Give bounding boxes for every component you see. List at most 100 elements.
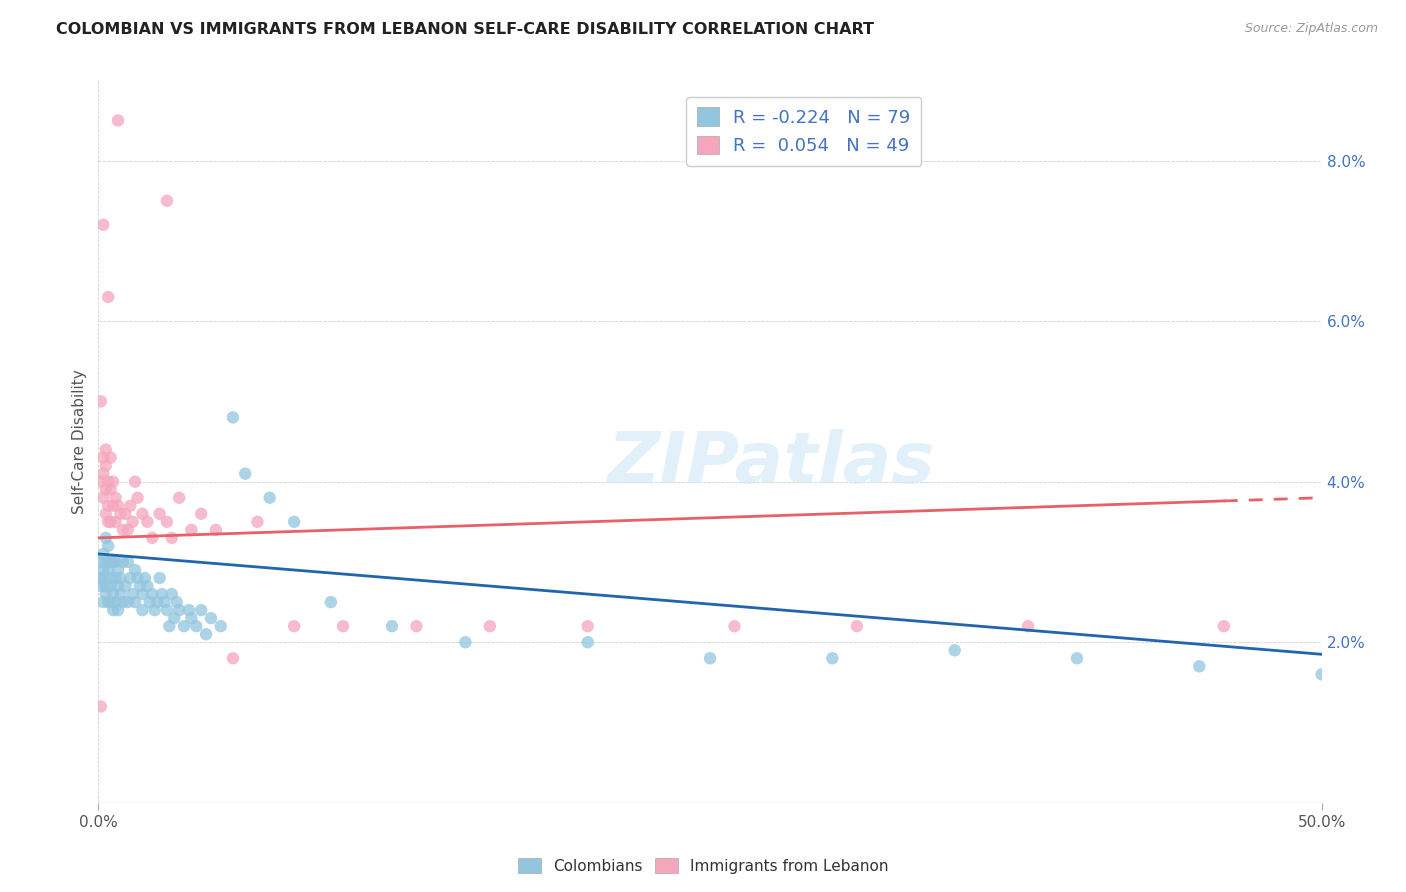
Point <box>163 611 186 625</box>
Point <box>117 555 139 569</box>
Point <box>90 555 112 569</box>
Point <box>97 539 120 553</box>
Point <box>101 499 124 513</box>
Point <box>259 491 281 505</box>
Point <box>100 579 122 593</box>
Point <box>120 571 142 585</box>
Point <box>160 587 183 601</box>
Point <box>332 619 354 633</box>
Text: Source: ZipAtlas.com: Source: ZipAtlas.com <box>1244 22 1378 36</box>
Point <box>107 563 129 577</box>
Point <box>91 563 114 577</box>
Point <box>131 603 153 617</box>
Point <box>127 571 149 585</box>
Point <box>319 595 342 609</box>
Point <box>101 603 124 617</box>
Point <box>723 619 745 633</box>
Point <box>233 467 256 481</box>
Point <box>100 571 122 585</box>
Point <box>94 579 117 593</box>
Point <box>405 619 427 633</box>
Point <box>136 579 159 593</box>
Point <box>699 651 721 665</box>
Point <box>101 555 124 569</box>
Point <box>104 555 127 569</box>
Legend: R = -0.224   N = 79, R =  0.054   N = 49: R = -0.224 N = 79, R = 0.054 N = 49 <box>686 96 921 166</box>
Text: COLOMBIAN VS IMMIGRANTS FROM LEBANON SELF-CARE DISABILITY CORRELATION CHART: COLOMBIAN VS IMMIGRANTS FROM LEBANON SEL… <box>56 22 875 37</box>
Point <box>1017 619 1039 633</box>
Point <box>111 523 134 537</box>
Point <box>111 555 134 569</box>
Point <box>180 611 202 625</box>
Point <box>94 507 117 521</box>
Point <box>283 619 305 633</box>
Point <box>160 531 183 545</box>
Point <box>90 579 112 593</box>
Point <box>190 603 212 617</box>
Point <box>121 515 143 529</box>
Point <box>576 619 599 633</box>
Point <box>107 113 129 128</box>
Point <box>90 571 112 585</box>
Point <box>167 491 190 505</box>
Point <box>110 507 132 521</box>
Point <box>110 571 132 585</box>
Point <box>91 218 114 232</box>
Point <box>283 515 305 529</box>
Point <box>114 507 136 521</box>
Point <box>845 619 868 633</box>
Point <box>153 595 176 609</box>
Point <box>97 515 120 529</box>
Point <box>110 587 132 601</box>
Text: ZIPatlas: ZIPatlas <box>607 429 935 498</box>
Point <box>141 531 163 545</box>
Point <box>166 595 188 609</box>
Point <box>91 467 114 481</box>
Point <box>156 603 179 617</box>
Point <box>190 507 212 521</box>
Point <box>131 507 153 521</box>
Point <box>146 595 169 609</box>
Point <box>156 194 179 208</box>
Point <box>222 410 245 425</box>
Point <box>156 515 179 529</box>
Point <box>104 595 127 609</box>
Point <box>90 699 112 714</box>
Point <box>139 595 162 609</box>
Point <box>94 587 117 601</box>
Point <box>177 603 200 617</box>
Point <box>117 523 139 537</box>
Point <box>100 450 122 465</box>
Point <box>136 515 159 529</box>
Point <box>100 515 122 529</box>
Point <box>131 587 153 601</box>
Point <box>141 587 163 601</box>
Point <box>173 619 195 633</box>
Point <box>107 579 129 593</box>
Point <box>149 571 172 585</box>
Point <box>91 547 114 561</box>
Point <box>101 587 124 601</box>
Point <box>821 651 844 665</box>
Point <box>100 595 122 609</box>
Point <box>111 595 134 609</box>
Point <box>124 563 146 577</box>
Legend: Colombians, Immigrants from Lebanon: Colombians, Immigrants from Lebanon <box>512 852 894 880</box>
Point <box>1066 651 1088 665</box>
Point <box>104 515 127 529</box>
Point <box>90 394 112 409</box>
Point <box>150 587 173 601</box>
Point <box>143 603 166 617</box>
Point <box>91 595 114 609</box>
Point <box>114 579 136 593</box>
Point <box>97 499 120 513</box>
Point <box>107 603 129 617</box>
Point <box>97 475 120 489</box>
Point <box>104 571 127 585</box>
Point <box>127 491 149 505</box>
Point <box>157 619 180 633</box>
Point <box>97 563 120 577</box>
Point <box>129 579 152 593</box>
Point <box>94 483 117 497</box>
Point <box>97 290 120 304</box>
